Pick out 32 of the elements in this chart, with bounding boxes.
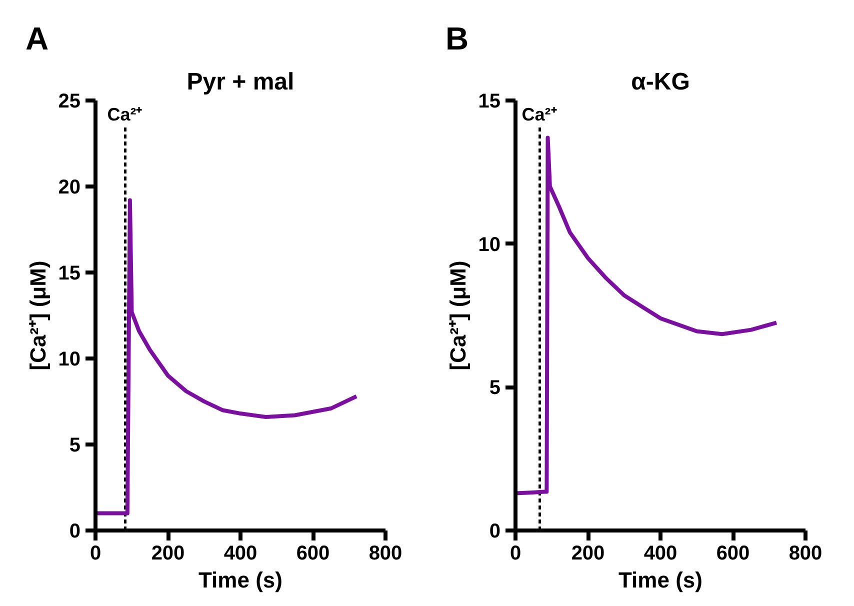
- chart-title: α-KG: [631, 68, 690, 96]
- line-series: [96, 198, 358, 516]
- y-axis-title: [Ca²⁺] (μM): [25, 260, 50, 370]
- chart-title: Pyr + mal: [186, 68, 294, 96]
- x-tick-label: 600: [716, 542, 750, 564]
- x-tick-label: 600: [296, 542, 330, 564]
- y-tick-label: 20: [58, 176, 81, 198]
- line-series: [516, 136, 778, 496]
- x-axis-title: Time (s): [618, 568, 702, 592]
- x-tick-label: 400: [224, 542, 258, 564]
- x-tick-label: 400: [644, 542, 678, 564]
- x-tick-label: 0: [90, 542, 102, 564]
- x-tick-label: 200: [151, 542, 185, 564]
- y-tick-label: 25: [58, 90, 81, 112]
- y-tick-label: 15: [58, 262, 81, 284]
- ref-line-label: Ca²⁺: [522, 104, 557, 124]
- y-tick-label: 10: [58, 348, 81, 370]
- x-tick-label: 800: [788, 542, 822, 564]
- ref-line-label: Ca²⁺: [107, 104, 142, 124]
- x-tick-label: 0: [510, 542, 522, 564]
- text: A: [26, 20, 49, 56]
- x-axis-title: Time (s): [198, 568, 282, 592]
- y-tick-label: 5: [69, 434, 80, 456]
- y-tick-label: 10: [478, 234, 501, 256]
- text: B: [446, 20, 469, 56]
- y-tick-label: 0: [69, 520, 80, 542]
- x-tick-label: 200: [571, 542, 605, 564]
- x-tick-label: 800: [368, 542, 402, 564]
- y-axis-title: [Ca²⁺] (μM): [445, 260, 470, 370]
- y-tick-label: 0: [489, 520, 500, 542]
- y-tick-label: 5: [489, 377, 500, 400]
- y-tick-label: 15: [478, 90, 501, 112]
